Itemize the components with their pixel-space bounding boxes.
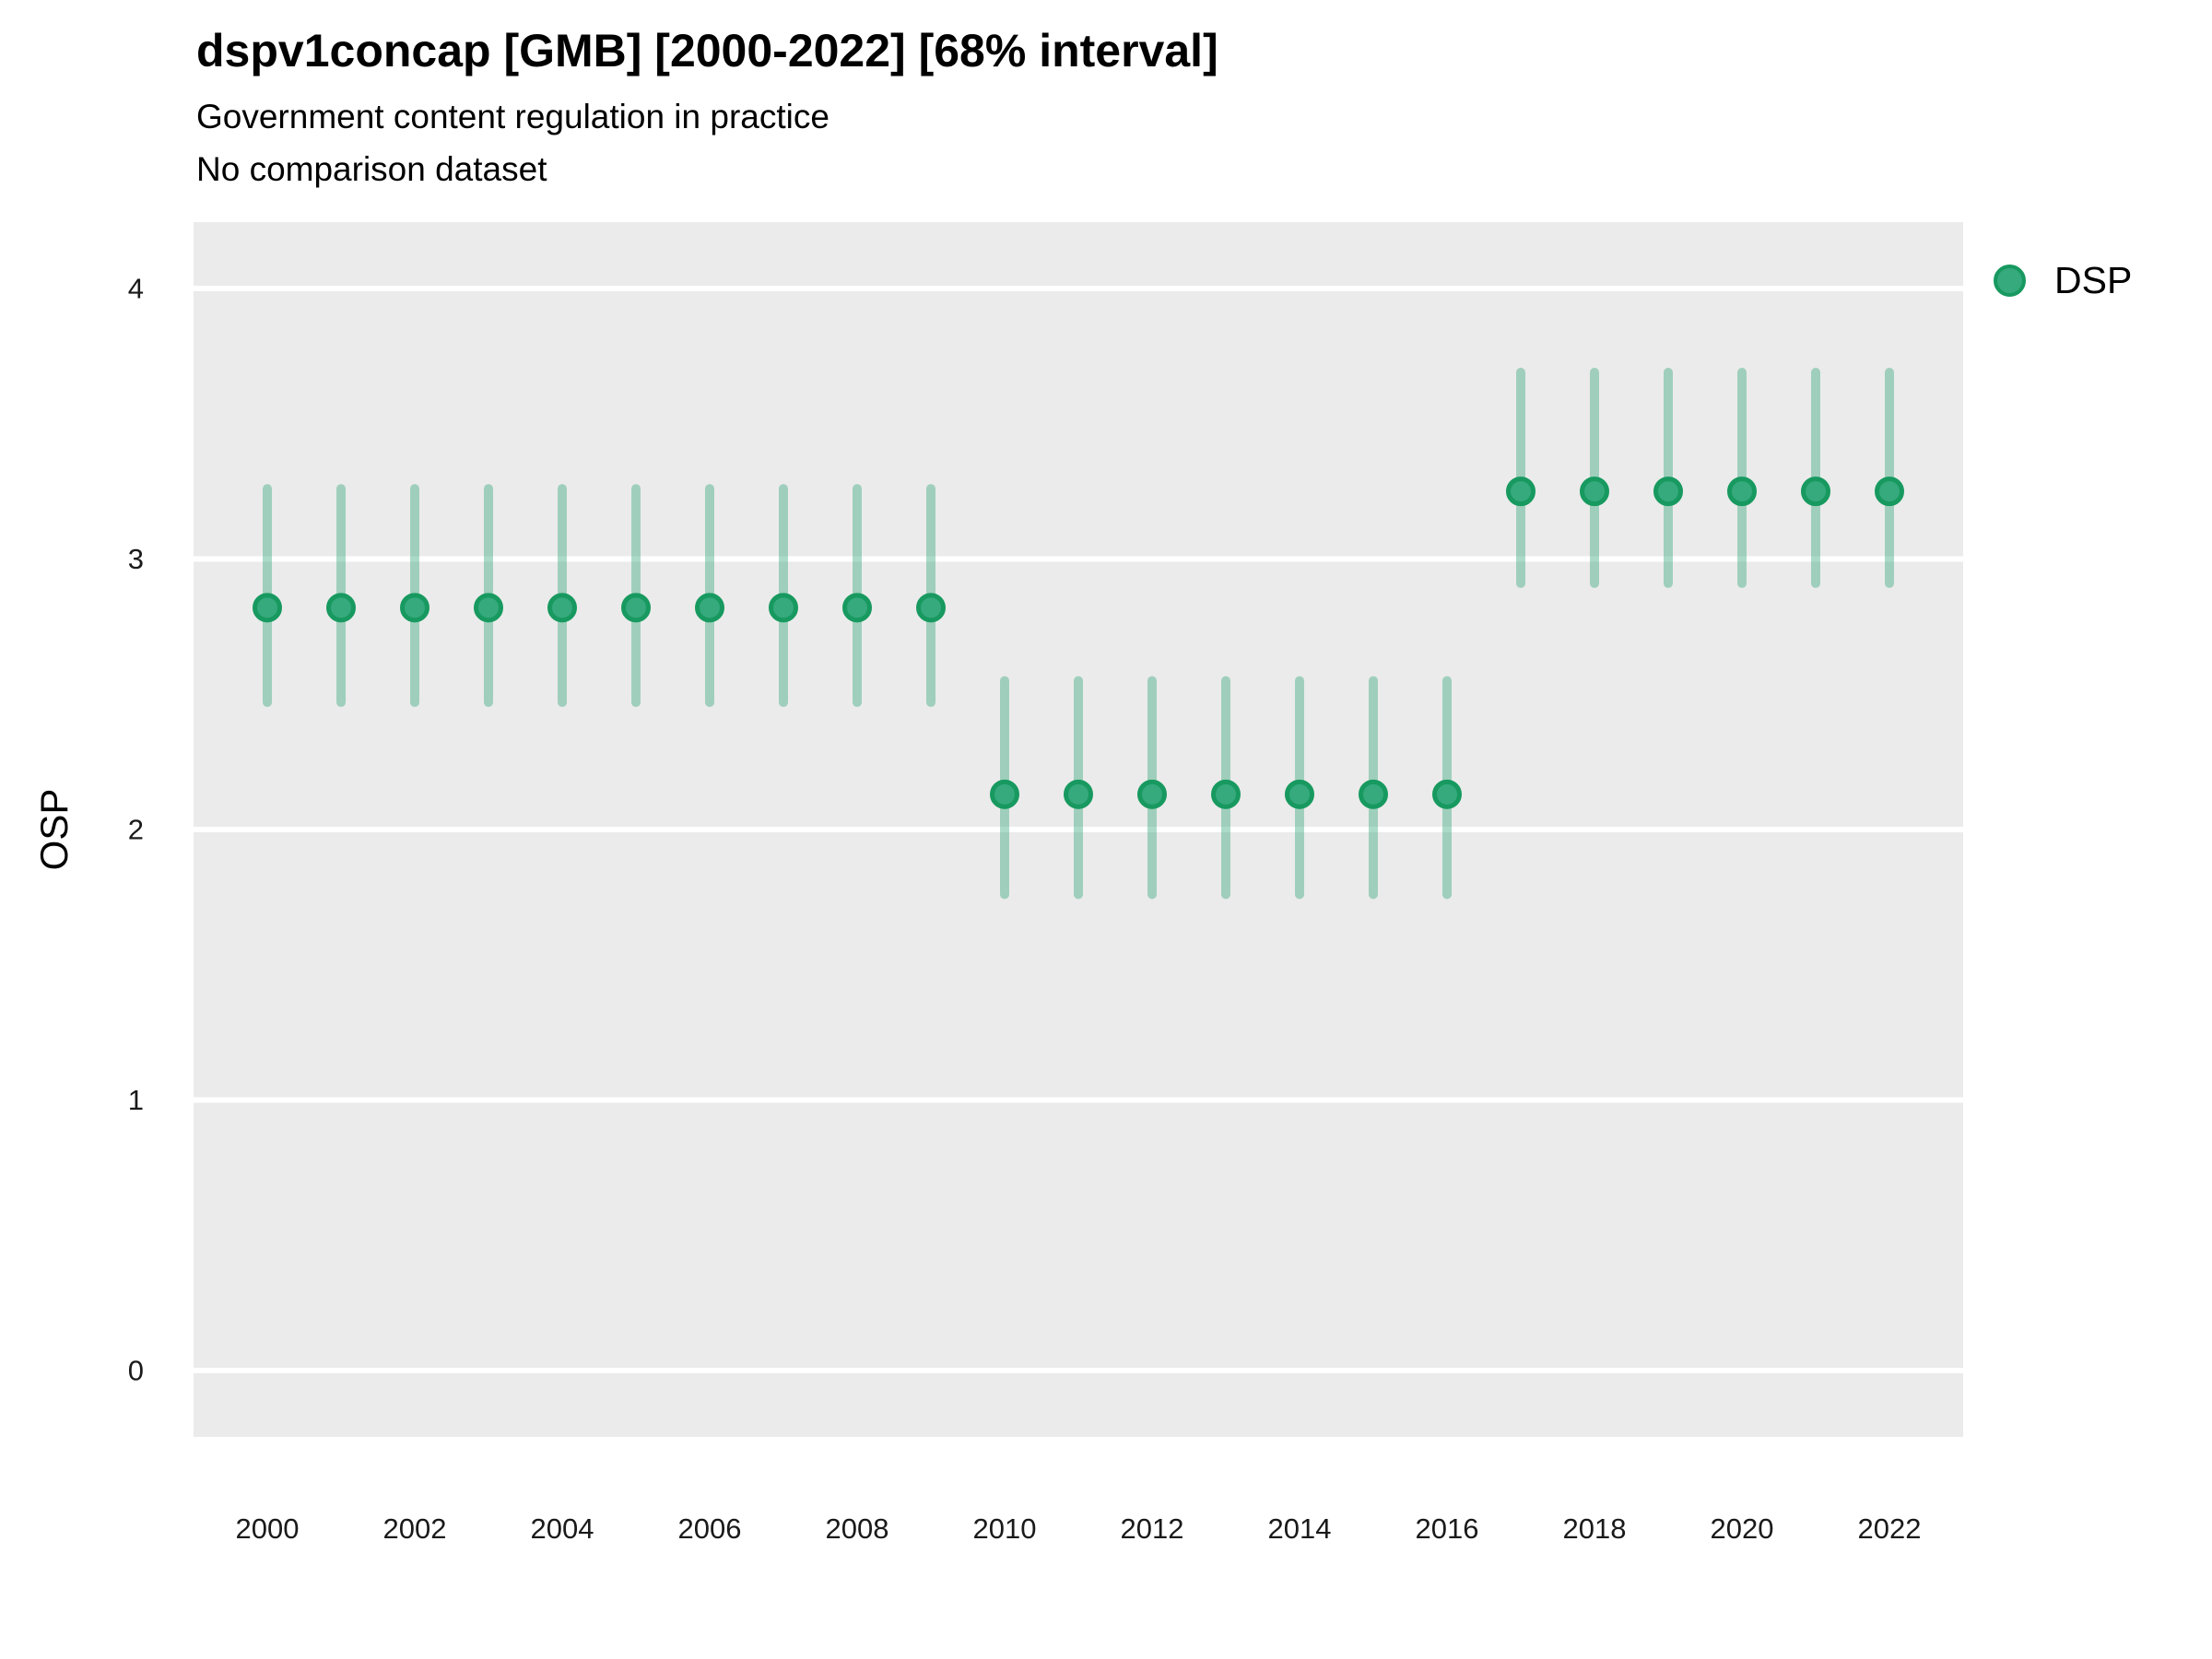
data-point-2014 (1285, 779, 1314, 809)
x-tick-label: 2002 (383, 1512, 447, 1545)
y-tick-label: 4 (128, 273, 144, 305)
legend-dot-icon (1994, 265, 2026, 297)
data-point-2008 (842, 593, 872, 623)
x-tick-label: 2006 (678, 1512, 742, 1545)
data-point-2006 (695, 593, 724, 623)
y-tick-label: 2 (128, 814, 144, 846)
data-point-2000 (253, 593, 282, 623)
data-point-2010 (990, 779, 1019, 809)
data-point-2005 (621, 593, 651, 623)
data-point-2013 (1211, 779, 1241, 809)
x-tick-label: 2014 (1268, 1512, 1332, 1545)
data-point-2015 (1359, 779, 1388, 809)
x-tick-label: 2010 (973, 1512, 1037, 1545)
chart-comparison-note: No comparison dataset (196, 150, 547, 188)
data-point-2012 (1137, 779, 1167, 809)
data-point-2017 (1506, 477, 1535, 507)
y-tick-label: 3 (128, 543, 144, 575)
x-tick-label: 2012 (1121, 1512, 1184, 1545)
data-point-2004 (547, 593, 577, 623)
data-point-2007 (769, 593, 798, 623)
x-tick-label: 2004 (531, 1512, 594, 1545)
x-tick-label: 2020 (1711, 1512, 1774, 1545)
legend: DSP (1994, 259, 2132, 302)
y-tick-label: 1 (128, 1084, 144, 1116)
x-tick-label: 2022 (1858, 1512, 1922, 1545)
data-point-2011 (1064, 779, 1093, 809)
chart-title: dspv1concap [GMB] [2000-2022] [68% inter… (196, 25, 1218, 76)
data-point-2003 (474, 593, 503, 623)
data-point-2009 (916, 593, 946, 623)
data-point-2021 (1801, 477, 1830, 507)
data-point-2020 (1727, 477, 1757, 507)
data-point-2001 (326, 593, 356, 623)
x-tick-label: 2016 (1416, 1512, 1479, 1545)
x-tick-label: 2000 (236, 1512, 300, 1545)
y-tick-label: 0 (128, 1355, 144, 1387)
legend-label: DSP (2054, 259, 2133, 301)
data-point-2002 (400, 593, 429, 623)
data-point-2018 (1580, 477, 1609, 507)
x-tick-label: 2008 (826, 1512, 889, 1545)
data-point-2019 (1653, 477, 1683, 507)
chart-subtitle: Government content regulation in practic… (196, 98, 830, 135)
x-tick-label: 2018 (1563, 1512, 1627, 1545)
data-point-2016 (1432, 779, 1462, 809)
data-point-2022 (1875, 477, 1904, 507)
